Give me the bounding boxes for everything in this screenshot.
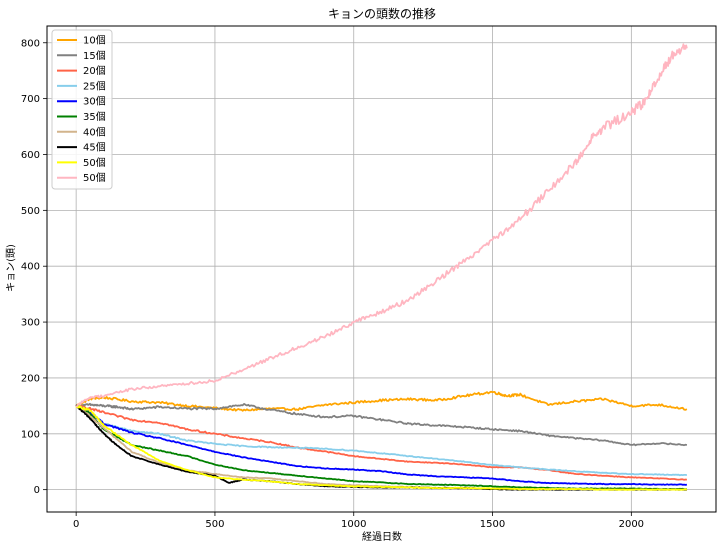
legend-label: 50個 (83, 171, 106, 184)
series-line-1 (75, 390, 688, 412)
y-axis-label: キョン(頭) (5, 244, 17, 292)
y-tick-label: 200 (21, 373, 40, 384)
legend-label: 40個 (83, 125, 106, 138)
series-line-4 (75, 404, 688, 477)
series-line-9 (75, 405, 688, 491)
series-line-2 (75, 402, 688, 447)
legend-label: 50個 (83, 156, 106, 169)
x-tick-label: 2000 (619, 519, 644, 530)
x-tick-label: 500 (205, 519, 224, 530)
legend: 10個 15個 20個 25個 30個 35個 40個 45個 50個 50個 (51, 29, 113, 190)
y-axis-ticks: 0 100 200 300 400 500 600 700 800 (21, 38, 47, 496)
y-tick-label: 0 (34, 485, 40, 496)
legend-label: 10個 (83, 34, 106, 47)
chart-title: キョンの頭数の推移 (328, 6, 436, 21)
x-tick-label: 0 (73, 519, 79, 530)
y-tick-label: 300 (21, 318, 40, 329)
y-tick-label: 600 (21, 150, 40, 161)
series-lines (75, 43, 688, 491)
legend-label: 25個 (83, 79, 106, 92)
x-tick-label: 1000 (341, 519, 366, 530)
y-tick-label: 800 (21, 38, 40, 49)
series-line-5 (75, 404, 688, 486)
y-tick-label: 500 (21, 206, 40, 217)
legend-label: 15個 (83, 49, 106, 62)
grid-lines (47, 26, 716, 512)
y-tick-label: 400 (21, 262, 40, 273)
legend-label: 45個 (83, 141, 106, 154)
y-tick-label: 100 (21, 429, 40, 440)
y-tick-label: 700 (21, 94, 40, 105)
legend-label: 20個 (83, 64, 106, 77)
x-axis-label: 経過日数 (362, 530, 402, 543)
series-line-3 (75, 404, 687, 481)
plot-frame (46, 25, 717, 513)
x-axis-ticks: 0 500 1000 1500 2000 (73, 512, 644, 530)
x-tick-label: 1500 (480, 519, 505, 530)
legend-label: 35個 (83, 110, 106, 123)
series-line-10 (75, 43, 688, 408)
legend-label: 30個 (83, 95, 106, 108)
